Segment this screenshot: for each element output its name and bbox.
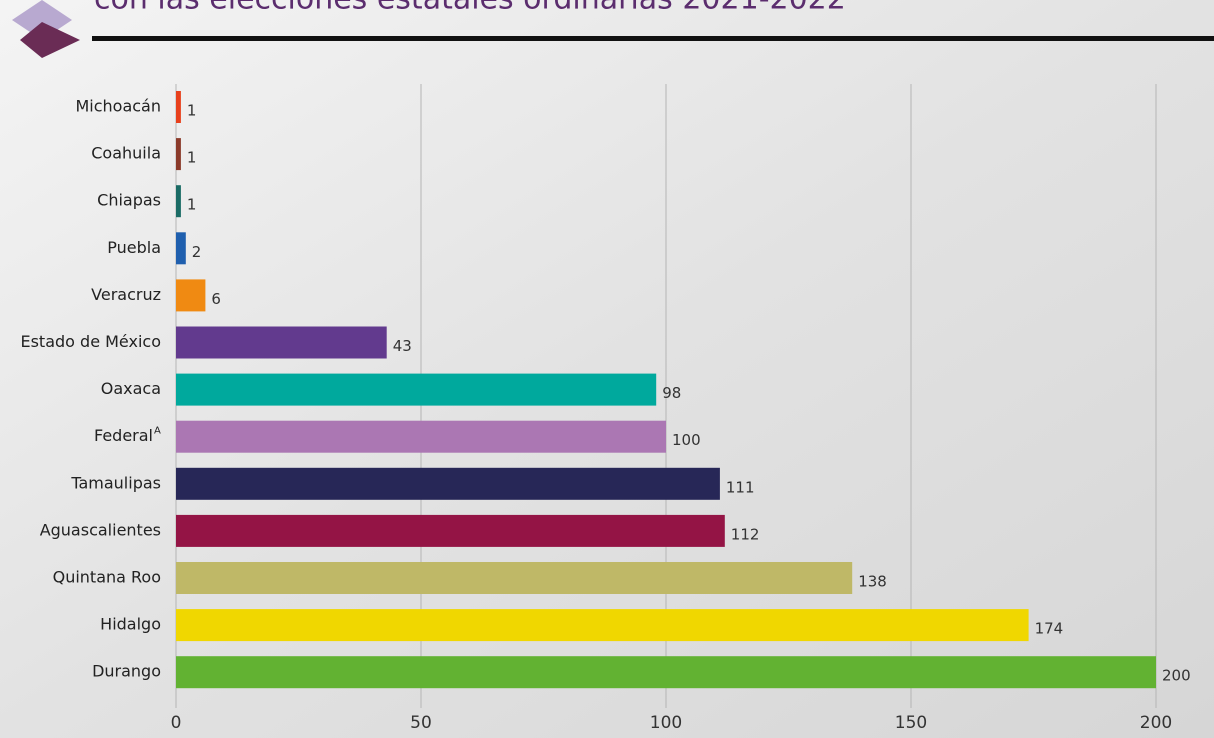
value-label: 43 [393,337,412,355]
x-tick-label: 0 [171,713,182,733]
value-label: 112 [731,525,760,543]
bar [176,421,666,453]
y-tick-label: Estado de México [20,332,161,351]
value-label: 2 [192,243,202,261]
value-label: 1 [187,102,197,120]
bar [176,185,181,217]
footnote-marker: A [154,426,161,437]
y-tick-label: Tamaulipas [70,473,161,492]
x-tick-label: 200 [1140,713,1172,733]
y-tick-label: Federal [94,426,153,445]
x-tick-label: 100 [650,713,682,733]
y-tick-label: Durango [92,662,161,681]
y-tick-label: Hidalgo [100,615,161,634]
bar [176,562,852,594]
value-label: 111 [726,478,755,496]
bar [176,138,181,170]
bar [176,515,725,547]
y-tick-label: Chiapas [97,191,161,210]
y-tick-label: Quintana Roo [53,568,161,587]
value-label: 1 [187,149,197,167]
bar [176,374,656,406]
x-tick-label: 150 [895,713,927,733]
y-tick-label: Oaxaca [101,379,161,398]
y-tick-label: Aguascalientes [40,520,161,539]
x-tick-label: 50 [410,713,432,733]
value-label: 100 [672,431,701,449]
value-label: 98 [662,384,681,402]
bar [176,656,1156,688]
value-label: 200 [1162,667,1191,685]
value-label: 138 [858,573,887,591]
bar [176,468,720,500]
value-label: 1 [187,196,197,214]
bar [176,232,186,264]
chart: con las elecciones estatales ordinarias … [0,0,1214,738]
y-tick-label: Puebla [107,238,161,257]
title-rule [92,36,1214,41]
bar [176,91,181,123]
y-tick-label: Coahuila [91,144,161,163]
value-label: 174 [1035,620,1064,638]
value-label: 6 [211,290,221,308]
bar [176,609,1029,641]
chart-title: con las elecciones estatales ordinarias … [94,0,846,17]
y-tick-label: Veracruz [91,285,161,304]
bar [176,327,387,359]
bar [176,279,205,311]
y-tick-label: Michoacán [75,97,161,116]
